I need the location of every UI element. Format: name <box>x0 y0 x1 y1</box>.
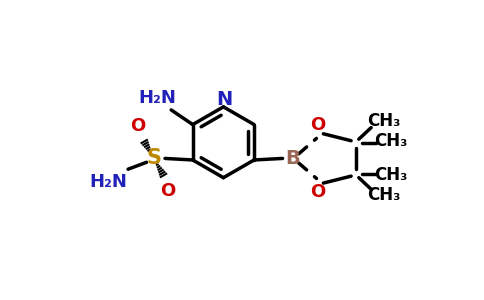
Text: O: O <box>310 116 326 134</box>
Text: CH₃: CH₃ <box>375 167 408 184</box>
Text: S: S <box>147 148 162 168</box>
Text: CH₃: CH₃ <box>375 133 408 151</box>
Text: H₂N: H₂N <box>89 172 127 190</box>
Text: B: B <box>285 149 300 168</box>
Text: N: N <box>216 90 232 110</box>
Text: O: O <box>130 117 145 135</box>
Text: O: O <box>310 183 326 201</box>
Text: CH₃: CH₃ <box>367 112 400 130</box>
Text: O: O <box>161 182 176 200</box>
Text: H₂N: H₂N <box>138 89 176 107</box>
Text: CH₃: CH₃ <box>367 186 400 204</box>
